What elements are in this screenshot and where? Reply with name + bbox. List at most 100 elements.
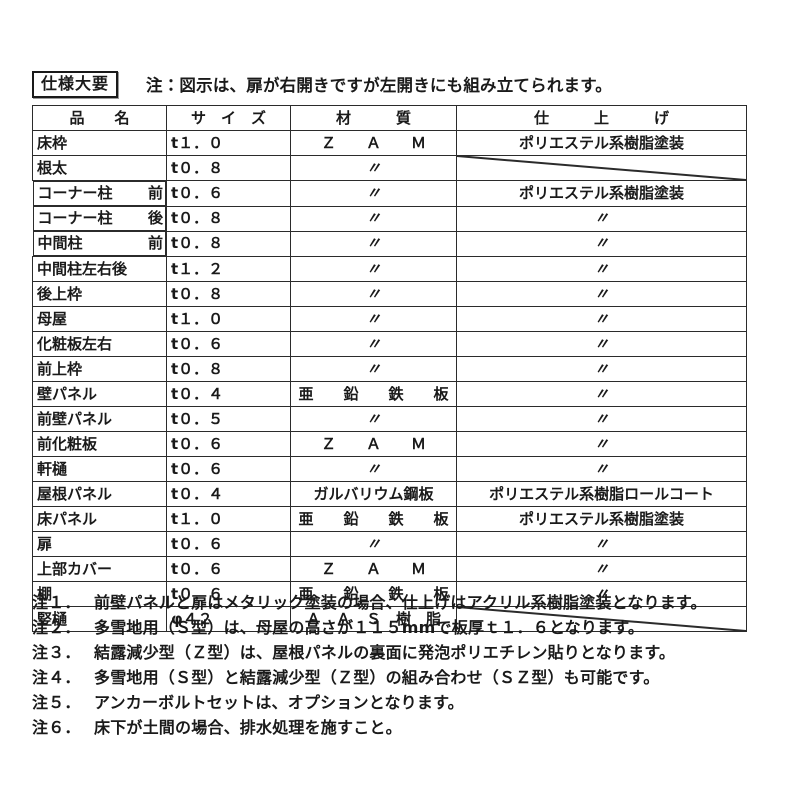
item-name-text: 屋根パネル bbox=[37, 484, 113, 503]
table-row: 屋根パネル t０．４ ガルバリウム鋼板 ポリエステル系樹脂ロールコート bbox=[32, 481, 747, 507]
ditto-mark: 〃 bbox=[365, 183, 381, 202]
footnote-label: 注３． bbox=[32, 643, 81, 662]
item-name-text: 軒樋 bbox=[37, 459, 68, 478]
table-row: コーナー柱 前 t０．６ 〃 ポリエステル系樹脂塗装 bbox=[32, 180, 747, 207]
cell-material: Ｚ Ａ Ｍ bbox=[290, 130, 457, 156]
cell-item-name: コーナー柱 前 bbox=[32, 181, 166, 206]
cell-material: Ａ Ａ Ｓ 樹 脂 bbox=[290, 606, 457, 632]
cell-finish: 〃 bbox=[456, 281, 747, 307]
cell-material: Ｚ Ａ Ｍ bbox=[290, 556, 457, 582]
table-row: コーナー柱 後 t０．８ 〃 〃 bbox=[32, 205, 747, 232]
table-row: 床枠 t１．０ Ｚ Ａ Ｍ ポリエステル系樹脂塗装 bbox=[32, 130, 747, 156]
cell-item-name: 前壁パネル bbox=[32, 406, 167, 432]
cell-size: t０．８ bbox=[166, 155, 291, 181]
cell-finish: 〃 bbox=[456, 256, 747, 282]
table-row: 前化粧板 t０．６ Ｚ Ａ Ｍ 〃 bbox=[32, 431, 747, 457]
cell-material: 〃 bbox=[290, 331, 457, 357]
footnote: 注５． アンカーボルトセットは、オプションとなります。 bbox=[32, 690, 772, 715]
diagonal-strike-icon bbox=[457, 156, 746, 180]
ditto-mark: 〃 bbox=[593, 559, 609, 578]
footnote: 注２． 多雪地用（Ｓ型）は、母屋の高さが１１５mmで板厚ｔ１．６となります。 bbox=[32, 615, 772, 640]
footnote-label: 注５． bbox=[32, 693, 81, 712]
cell-size: t０．８ bbox=[166, 205, 291, 232]
ditto-mark: 〃 bbox=[365, 334, 381, 353]
cell-material: ガルバリウム鋼板 bbox=[290, 481, 457, 507]
footnote-label: 注４． bbox=[32, 668, 81, 687]
cell-size: t０．４ bbox=[166, 481, 291, 507]
cell-item-name: 床枠 bbox=[32, 130, 167, 156]
cell-finish: 〃 bbox=[456, 331, 747, 357]
cell-finish: ポリエステル系樹脂ロールコート bbox=[456, 481, 747, 507]
ditto-mark: 〃 bbox=[365, 209, 381, 227]
cell-item-name: 根太 bbox=[32, 155, 167, 181]
cell-item-name: 棚 bbox=[32, 581, 167, 607]
cell-size: t０．６ bbox=[166, 431, 291, 457]
ditto-mark: 〃 bbox=[593, 234, 609, 253]
cell-item-name: 後上枠 bbox=[32, 281, 167, 307]
cell-size: t０．５ bbox=[166, 406, 291, 432]
cell-item-name: 上部カバー bbox=[32, 556, 167, 582]
cell-item-name: コーナー柱 後 bbox=[32, 206, 166, 231]
ditto-mark: 〃 bbox=[593, 384, 609, 403]
cell-material: 〃 bbox=[290, 230, 457, 257]
cell-material: 〃 bbox=[290, 205, 457, 232]
diagonal-strike-icon bbox=[457, 607, 746, 631]
table-row: 棚 t０．６ 亜 鉛 鉄 板〃 bbox=[32, 581, 747, 607]
ditto-mark: 〃 bbox=[593, 409, 609, 428]
cell-size: t１．２ bbox=[166, 256, 291, 282]
cell-material: 〃 bbox=[290, 180, 457, 207]
cell-size: t１．０ bbox=[166, 506, 291, 532]
footnote: 注６． 床下が土間の場合、排水処理を施すこと。 bbox=[32, 715, 772, 740]
cell-finish: 〃 bbox=[456, 531, 747, 557]
column-header-finish: 仕 上 げ bbox=[456, 105, 747, 131]
footnote: 注４． 多雪地用（Ｓ型）と結露減少型（Ｚ型）の組み合わせ（ＳＺ型）も可能です。 bbox=[32, 665, 772, 690]
cell-material: 亜 鉛 鉄 板 bbox=[290, 381, 457, 407]
ditto-mark: 〃 bbox=[593, 434, 609, 453]
cell-item-name: 母屋 bbox=[32, 306, 167, 332]
cell-size: t１．０ bbox=[166, 306, 291, 332]
cell-finish: 〃 bbox=[456, 356, 747, 382]
cell-size: t０．４ bbox=[166, 381, 291, 407]
table-row: 根太 t０．８ 〃 bbox=[32, 155, 747, 181]
cell-item-name: 化粧板左右 bbox=[32, 331, 167, 357]
footnote: 注１． 前壁パネルと扉はメタリック塗装の場合、仕上げはアクリル系樹脂塗装となります… bbox=[32, 590, 772, 615]
table-row: 竪樋 φ４２ Ａ Ａ Ｓ 樹 脂 bbox=[32, 606, 747, 632]
header-note: 注：図示は、扉が右開きですが左開きにも組み立てられます。 bbox=[146, 76, 612, 95]
column-header-size: サ イ ズ bbox=[166, 105, 291, 131]
cell-finish: ポリエステル系樹脂塗装 bbox=[456, 506, 747, 532]
cell-item-name: 前化粧板 bbox=[32, 431, 167, 457]
ditto-mark: 〃 bbox=[365, 259, 381, 278]
cell-finish: 〃 bbox=[456, 581, 747, 607]
cell-item-name: 中間柱 前 bbox=[32, 231, 166, 256]
ditto-mark: 〃 bbox=[365, 284, 381, 303]
item-name-text: 上部カバー bbox=[37, 559, 113, 578]
footnote-text: 床下が土間の場合、排水処理を施すこと。 bbox=[94, 718, 402, 737]
footnote-text: 結露減少型（Ｚ型）は、屋根パネルの裏面に発泡ポリエチレン貼りとなります。 bbox=[94, 643, 676, 662]
cell-item-name: 中間柱左右後 bbox=[32, 256, 167, 282]
item-name-text: 前壁パネル bbox=[37, 409, 113, 428]
ditto-mark: 〃 bbox=[593, 259, 609, 278]
item-name-text: 扉 bbox=[37, 534, 53, 553]
column-header-name: 品 名 bbox=[32, 105, 167, 131]
cell-finish: 〃 bbox=[456, 456, 747, 482]
cell-material: 亜 鉛 鉄 板 bbox=[290, 506, 457, 532]
specification-table: 品 名 サ イ ズ 材 質 仕 上 げ 床枠 t１．０ Ｚ Ａ Ｍ ポリエステル系樹脂… bbox=[32, 105, 747, 632]
table-row: 軒樋 t０．６ 〃 〃 bbox=[32, 456, 747, 482]
cell-finish-not-applicable bbox=[456, 606, 747, 632]
cell-item-name: 床パネル bbox=[32, 506, 167, 532]
cell-material: 〃 bbox=[290, 281, 457, 307]
cell-item-name: 屋根パネル bbox=[32, 481, 167, 507]
cell-material: 〃 bbox=[290, 256, 457, 282]
item-name-text: 中間柱左右後 bbox=[37, 259, 128, 278]
ditto-mark: 〃 bbox=[593, 359, 609, 378]
footnote-label: 注６． bbox=[32, 718, 81, 737]
ditto-mark: 〃 bbox=[365, 158, 381, 177]
item-name-text: 棚 bbox=[37, 584, 53, 603]
item-name-qualifier: 前 bbox=[147, 234, 163, 252]
cell-finish: ポリエステル系樹脂塗装 bbox=[456, 180, 747, 207]
cell-size: t０．８ bbox=[166, 356, 291, 382]
cell-finish: 〃 bbox=[456, 556, 747, 582]
footnote-label: 注１． bbox=[32, 593, 81, 612]
ditto-mark: 〃 bbox=[365, 359, 381, 378]
item-name-text: 母屋 bbox=[37, 309, 68, 328]
